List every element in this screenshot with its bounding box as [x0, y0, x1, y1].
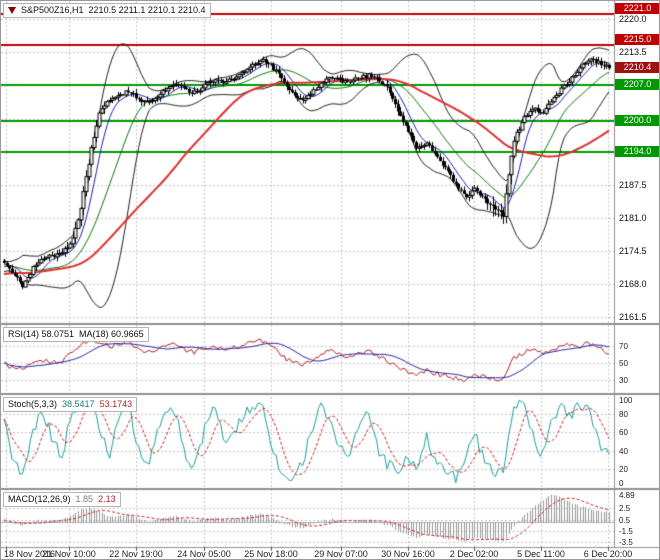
rsi-header[interactable]: RSI(14) 58.0751 MA(18) 60.9665: [3, 327, 149, 342]
price-axis-label: 2213.5: [619, 47, 647, 57]
price-axis-label: 2181.0: [619, 213, 647, 223]
time-axis-label: 2 Dec 02:00: [449, 549, 499, 559]
time-axis-label: 30 Nov 16:00: [381, 549, 435, 559]
time-axis-label: 5 Dec 11:00: [517, 549, 565, 559]
macd-label: MACD(12,26,9): [8, 494, 71, 504]
stoch-level-label: 80: [619, 410, 628, 419]
macd-signal-value: 2.13: [98, 494, 116, 504]
macd-level-label: 2.5: [619, 504, 631, 513]
stoch-level-label: 40: [619, 447, 628, 456]
rsi-level-label: 30: [619, 376, 628, 385]
price-axis-label: 2168.0: [619, 279, 647, 289]
symbol-ohlc: 2210.5 2211.1 2210.1 2210.4: [88, 5, 206, 15]
macd-main-value: 1.85: [75, 494, 94, 504]
stoch-level-label: 20: [619, 465, 628, 474]
price-axis[interactable]: 2220.0 2213.5 2187.5 2181.0 2174.5 2168.…: [614, 1, 659, 547]
price-axis-label: 2220.0: [619, 14, 647, 24]
rsi-ma-label: MA(18) 60.9665: [79, 329, 144, 339]
macd-level-label: 0.5: [619, 516, 631, 525]
price-line-label: 2210.4: [615, 62, 659, 73]
price-line-label: 2221.0: [615, 3, 659, 14]
price-line-label: 2194.0: [615, 146, 659, 157]
time-axis-label: 22 Nov 19:00: [109, 549, 163, 559]
stoch-signal-value: 53.1743: [99, 399, 133, 409]
symbol-title-chip[interactable]: S&P500Z16,H1 2210.5 2211.1 2210.1 2210.4: [3, 3, 211, 18]
price-axis-label: 2187.5: [619, 180, 647, 190]
price-line-label: 2200.0: [615, 115, 659, 126]
stoch-main-value: 38.5417: [62, 399, 95, 409]
rsi-level-label: 70: [619, 342, 628, 351]
price-axis-label: 2161.5: [619, 312, 647, 322]
time-axis-label: 29 Nov 07:00: [314, 549, 368, 559]
time-axis-label: 25 Nov 18:00: [244, 549, 298, 559]
macd-level-label: -1.5: [619, 527, 633, 536]
symbol-marker-icon: [8, 7, 16, 14]
stoch-level-label: 100: [619, 396, 633, 405]
rsi-level-label: 50: [619, 359, 628, 368]
macd-level-label: -3.5: [619, 538, 633, 547]
time-axis-label: 24 Nov 05:00: [177, 549, 231, 559]
time-axis-label: 18 Nov 2016: [4, 549, 56, 559]
stoch-label: Stoch(5,3,3): [8, 399, 58, 409]
stoch-level-label: 60: [619, 428, 628, 437]
time-axis-label: 21 Nov 10:00: [42, 549, 96, 559]
price-line-label: 2215.0: [615, 34, 659, 45]
stoch-header[interactable]: Stoch(5,3,3) 38.5417 53.1743: [3, 397, 138, 412]
time-axis[interactable]: 18 Nov 2016 21 Nov 10:00 22 Nov 19:00 24…: [1, 548, 659, 559]
stoch-level-label: 0: [619, 479, 624, 488]
time-axis-label: 6 Dec 20:00: [583, 549, 633, 559]
price-line-label: 2207.0: [615, 79, 659, 90]
rsi-label: RSI(14) 58.0751: [8, 329, 75, 339]
macd-header[interactable]: MACD(12,26,9) 1.85 2.13: [3, 492, 121, 507]
symbol-title: S&P500Z16,H1: [21, 5, 84, 15]
macd-level-label: 4.89: [619, 491, 635, 500]
price-axis-label: 2174.5: [619, 246, 647, 256]
